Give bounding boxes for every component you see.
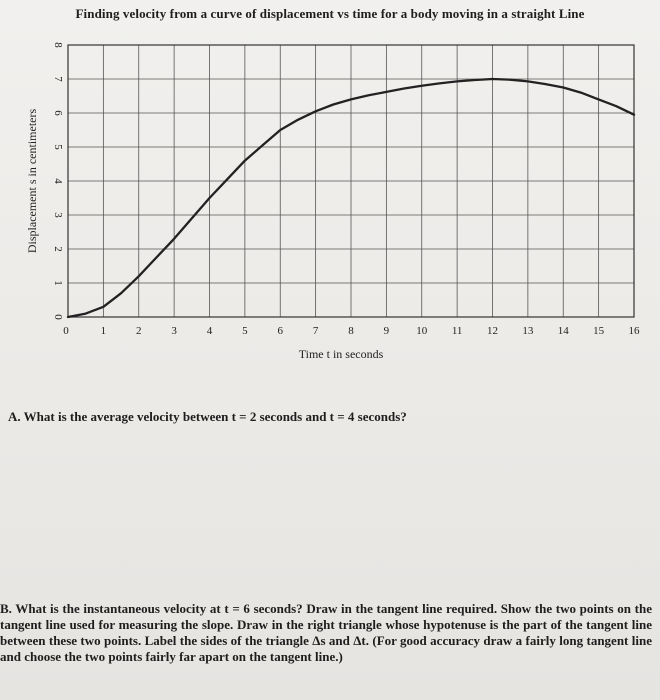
- y-tick-label: 4: [52, 178, 64, 184]
- chart-title: Finding velocity from a curve of displac…: [75, 6, 585, 21]
- x-tick-label: 14: [558, 325, 570, 337]
- y-axis-label: Displacement s in centimeters: [25, 109, 39, 254]
- y-tick-label: 8: [52, 42, 64, 48]
- x-tick-label: 9: [384, 325, 390, 337]
- question-b: B. What is the instantaneous velocity at…: [0, 601, 652, 664]
- y-tick-label: 6: [52, 110, 64, 116]
- x-tick-label: 15: [593, 325, 605, 337]
- x-tick-label: 5: [242, 325, 248, 337]
- x-tick-label: 0: [63, 325, 69, 337]
- displacement-curve: [66, 77, 636, 319]
- x-tick-label: 10: [416, 325, 428, 337]
- y-tick-label: 3: [52, 212, 64, 218]
- y-tick-label: 1: [52, 280, 64, 286]
- x-tick-label: 11: [452, 325, 463, 337]
- x-tick-label: 4: [207, 325, 213, 337]
- x-tick-label: 16: [629, 325, 641, 337]
- x-tick-label: 1: [101, 325, 107, 337]
- y-tick-label: 7: [52, 76, 64, 82]
- x-axis-label: Time t in seconds: [299, 347, 384, 361]
- y-tick-label: 0: [52, 314, 64, 320]
- question-a: A. What is the average velocity between …: [8, 409, 407, 424]
- grid: [67, 44, 635, 318]
- y-tick-label: 5: [52, 144, 64, 150]
- x-tick-label: 3: [171, 325, 177, 337]
- x-tick-label: 2: [136, 325, 142, 337]
- x-tick-label: 6: [278, 325, 284, 337]
- plot-frame: [67, 44, 635, 318]
- y-tick-label: 2: [52, 246, 64, 252]
- x-tick-label: 12: [487, 325, 498, 337]
- x-tick-label: 7: [313, 325, 319, 337]
- x-tick-label: 13: [522, 325, 534, 337]
- x-tick-label: 8: [348, 325, 354, 337]
